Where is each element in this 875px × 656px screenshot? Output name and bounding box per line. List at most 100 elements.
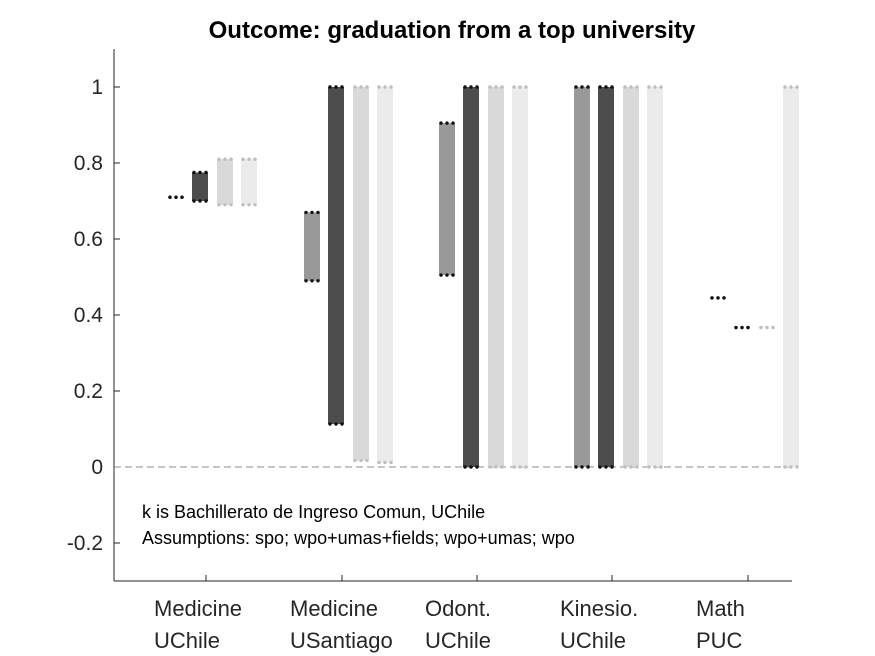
bound-dot [647,465,651,469]
bound-dot [241,157,245,161]
bound-bar [647,87,663,467]
bound-dot [765,325,769,330]
bound-dot [647,85,651,89]
bound-dot [377,460,381,465]
bound-bar [488,87,504,467]
annotation-line-1: k is Bachillerato de Ingreso Comun, UChi… [142,502,485,522]
bound-dot [586,465,590,469]
bound-dot [439,273,443,277]
bound-dot [488,85,492,89]
bound-dot [328,422,332,426]
bound-dot [574,465,578,469]
bound-dot [445,121,449,125]
bound-dot [340,422,344,426]
bound-dot [623,465,627,469]
bound-dot [716,296,720,300]
bound-dot [334,85,338,89]
bound-dot [217,157,221,161]
y-tick-label: 1 [91,76,103,99]
bound-dot [223,203,227,207]
bound-dot [359,458,363,463]
bound-dot [383,460,387,465]
bound-dot [653,465,657,469]
bound-dot [340,85,344,89]
bound-dot [192,199,196,203]
bound-dot [310,210,314,215]
bound-dot [629,85,633,89]
bound-dot [310,279,314,283]
bound-bar [512,87,528,467]
bound-dot [439,121,443,125]
bound-dot [659,465,663,469]
bound-dot [759,325,763,330]
bound-dot [783,85,787,89]
bound-bar [353,87,369,461]
bound-dot [316,210,320,215]
bound-dot [353,458,357,463]
bound-dot [334,422,338,426]
bound-dot [586,85,590,89]
bound-dot [771,325,775,330]
bound-dot [659,85,663,89]
bound-dot [198,199,202,203]
bound-dot [629,465,633,469]
bound-bar [217,159,233,205]
bound-dot [524,465,528,469]
x-tick-label-line2: UChile [154,628,220,653]
bound-dot [198,170,202,175]
bound-dot [789,85,793,89]
y-tick-label: 0.8 [74,152,103,175]
bound-bar [328,87,344,425]
bound-dot [389,85,393,89]
bound-dot [304,210,308,215]
bound-dot [204,199,208,203]
bound-dot [451,121,455,125]
bound-dot [512,465,516,469]
x-tick-label-line1: Medicine [154,596,242,621]
bound-dot [389,460,393,465]
bound-dot [710,296,714,300]
bound-dot [494,85,498,89]
bound-dot [383,85,387,89]
bound-dot [180,195,184,199]
bound-dot [204,170,208,175]
x-tick-label-line1: Odont. [425,596,491,621]
x-tick-label-line2: USantiago [290,628,393,653]
bound-dot [604,85,608,89]
bound-bar [192,172,208,201]
bound-dot [740,325,744,330]
bound-bar [463,87,479,467]
bound-dot [494,465,498,469]
bound-bar [304,212,320,281]
bound-dot [783,465,787,469]
bound-dot [328,85,332,89]
bound-dot [469,465,473,469]
bound-dot [229,203,233,207]
bound-dot [598,465,602,469]
y-tick-label: -0.2 [67,532,103,555]
bound-dot [359,85,363,89]
bound-dot [365,85,369,89]
bound-dot [463,85,467,89]
bound-dot [580,85,584,89]
bound-dot [795,85,799,89]
bound-dot [192,170,196,175]
bound-bar [439,123,455,276]
bound-dot [524,85,528,89]
bound-dot [623,85,627,89]
x-tick-label-line2: UChile [560,628,626,653]
bound-dot [653,85,657,89]
bound-dot [598,85,602,89]
bound-bar [783,87,799,467]
x-tick-label-line2: UChile [425,628,491,653]
bound-dot [789,465,793,469]
bound-bar [623,87,639,467]
bound-dot [574,85,578,89]
bound-dot [168,195,172,199]
bound-dot [247,157,251,161]
y-tick-label: 0 [91,456,103,479]
bound-dot [518,85,522,89]
bound-dot [365,458,369,463]
x-tick-label-line1: Medicine [290,596,378,621]
bound-dot [445,273,449,277]
